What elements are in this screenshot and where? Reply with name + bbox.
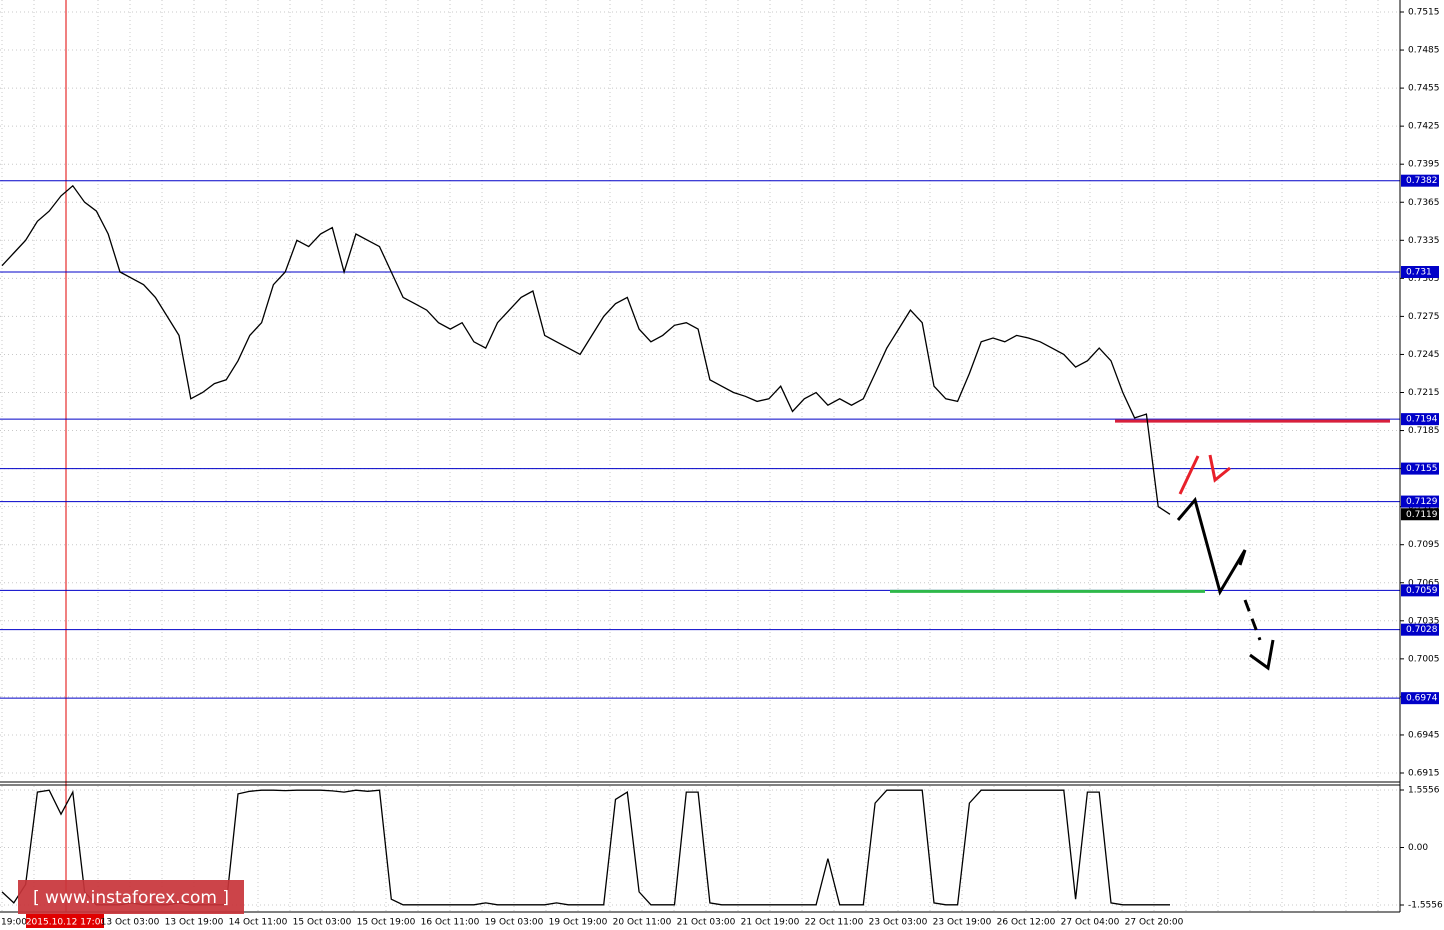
forecast-arrow <box>1176 496 1247 596</box>
y-tick-label: 0.7335 <box>1408 236 1440 246</box>
x-tick-label: 22 Oct 11:00 <box>805 918 864 928</box>
level-label-box <box>1401 584 1439 597</box>
x-tick-label: 23 Oct 03:00 <box>869 918 928 928</box>
level-label: 0.6974 <box>1406 694 1438 704</box>
level-label-box <box>1401 413 1439 426</box>
alt-arrow <box>1178 455 1200 495</box>
y-tick-label: 0.7305 <box>1408 274 1440 284</box>
y-tick-label: 0.00 <box>1408 843 1428 853</box>
watermark-box <box>18 880 244 914</box>
x-tick-label: 20 Oct 11:00 <box>613 918 672 928</box>
level-label: 0.7194 <box>1406 415 1438 425</box>
x-tick-label: 26 Oct 12:00 <box>997 918 1056 928</box>
y-tick-label: 0.7365 <box>1408 198 1440 208</box>
x-tick-label: 15 Oct 03:00 <box>293 918 352 928</box>
y-tick-label: 0.7395 <box>1408 160 1440 170</box>
y-tick-label: 0.7245 <box>1408 350 1440 360</box>
y-tick-label: 0.7215 <box>1408 388 1440 398</box>
cursor-time-box <box>26 914 104 928</box>
current-price-box <box>1401 508 1439 521</box>
y-tick-label: 0.7035 <box>1408 616 1440 626</box>
x-tick-label: 16 Oct 11:00 <box>421 918 480 928</box>
level-label-box <box>1401 692 1439 705</box>
x-tick-label: 2015.10.12 17:00 <box>26 918 107 928</box>
level-label: 0.7059 <box>1406 586 1438 596</box>
x-tick-label: 27 Oct 04:00 <box>1061 918 1120 928</box>
y-tick-label: 0.7425 <box>1408 122 1440 132</box>
x-tick-label: 15 Oct 19:00 <box>357 918 416 928</box>
y-tick-label: 0.7185 <box>1408 426 1440 436</box>
level-label: 0.7028 <box>1406 625 1438 635</box>
x-tick-label: 21 Oct 03:00 <box>677 918 736 928</box>
current-price-label: 0.7119 <box>1406 510 1438 520</box>
plot <box>0 180 1400 906</box>
level-label: 0.731 <box>1406 268 1432 278</box>
x-tick-label: 13 Oct 19:00 <box>165 918 224 928</box>
y-tick-label: 0.7275 <box>1408 312 1440 322</box>
y-tick-label: 0.6915 <box>1408 769 1440 779</box>
y-tick-label: 0.7515 <box>1408 8 1440 18</box>
x-tick-label: 19 Oct 03:00 <box>485 918 544 928</box>
x-tick-label: 19 Oct 19:00 <box>549 918 608 928</box>
forecast-arrowhead <box>1249 639 1275 671</box>
x-tick-label: 19:00 <box>1 918 27 928</box>
x-tick-label: 23 Oct 19:00 <box>933 918 992 928</box>
level-label: 0.7129 <box>1406 497 1438 507</box>
level-label-box <box>1401 623 1439 636</box>
forecast-dashed <box>1243 599 1262 641</box>
y-tick-label: 0.7095 <box>1408 540 1440 550</box>
watermark: [ www.instaforex.com ] <box>33 888 229 908</box>
y-tick-label: 0.7485 <box>1408 46 1440 56</box>
x-tick-label: 21 Oct 19:00 <box>741 918 800 928</box>
level-label-box <box>1401 174 1439 187</box>
y-tick-label: 0.7065 <box>1408 578 1440 588</box>
level-label: 0.7155 <box>1406 464 1438 474</box>
level-label-box <box>1401 462 1439 475</box>
alt-arrowhead <box>1208 454 1231 483</box>
y-tick-label: 0.7005 <box>1408 654 1440 664</box>
price-line <box>1 184 1171 515</box>
y-tick-label: -1.5556 <box>1408 901 1443 911</box>
x-tick-label: 14 Oct 11:00 <box>229 918 288 928</box>
level-label: 0.7382 <box>1406 176 1438 186</box>
y-tick-label: 0.7455 <box>1408 84 1440 94</box>
level-label-box <box>1401 266 1439 279</box>
x-tick-label: 27 Oct 20:00 <box>1125 918 1184 928</box>
level-label-box <box>1401 495 1439 508</box>
y-tick-label: 0.6945 <box>1408 730 1440 740</box>
x-tick-label: 13 Oct 03:00 <box>101 918 160 928</box>
y-tick-label: 1.5556 <box>1408 786 1440 796</box>
